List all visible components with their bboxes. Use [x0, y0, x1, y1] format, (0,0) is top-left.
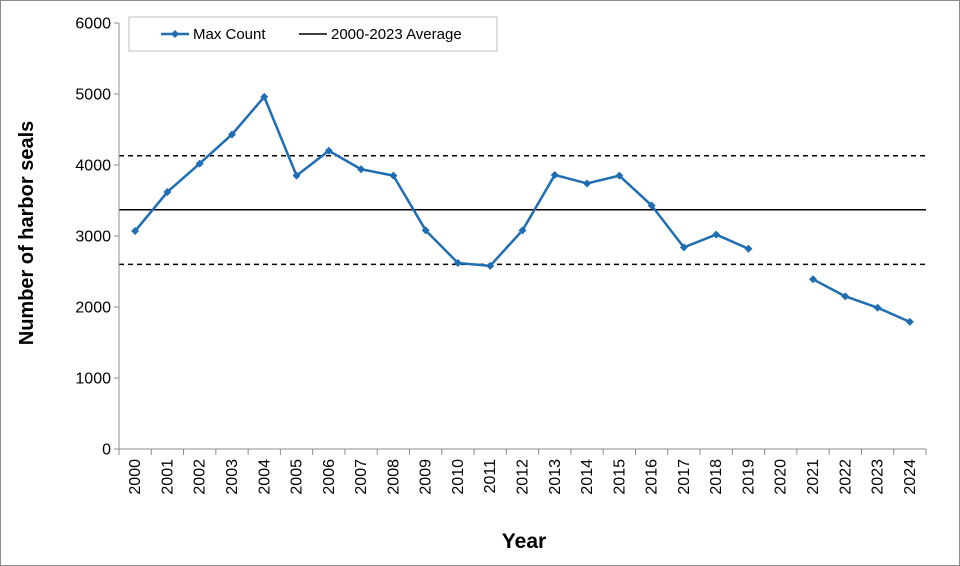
x-axis-ticks: 2000 2001 2002 2003 2004 2005 2006 2007 2008 2009… [118, 449, 927, 495]
reference-lines [119, 155, 926, 266]
data-point-marker [647, 201, 656, 210]
x-tick-label: 2011 [482, 459, 499, 494]
data-point-marker [518, 226, 527, 235]
y-axis-ticks: 0 1000 2000 3000 4000 5000 6000 [75, 16, 119, 459]
x-tick-label: 2014 [579, 459, 596, 495]
legend-label-max-count: Max Count [193, 26, 266, 43]
data-point-marker [389, 171, 398, 180]
x-tick-label: 2022 [837, 459, 854, 495]
y-tick-label: 3000 [75, 229, 111, 246]
data-point-marker [550, 170, 559, 179]
data-point-marker [873, 303, 882, 312]
x-tick-label: 2004 [256, 459, 273, 495]
x-tick-label: 2016 [644, 459, 661, 495]
data-point-marker [615, 171, 624, 180]
data-point-marker [292, 171, 301, 180]
x-tick-label: 2018 [708, 459, 725, 495]
x-tick-label: 2015 [611, 459, 628, 495]
data-point-marker [324, 146, 333, 155]
x-axis-title: Year [502, 530, 546, 553]
x-tick-label: 2000 [127, 459, 144, 495]
y-tick-label: 6000 [75, 16, 111, 33]
x-tick-label: 2023 [870, 459, 887, 495]
legend-label-average: 2000-2023 Average [331, 26, 462, 43]
data-point-marker [260, 92, 269, 101]
x-tick-label: 2019 [740, 459, 757, 495]
y-axis-title: Number of harbor seals [16, 121, 38, 346]
data-point-marker [131, 227, 140, 236]
y-tick-label: 2000 [75, 300, 111, 317]
data-point-marker [453, 258, 462, 267]
legend-marker-max-count [171, 30, 179, 38]
series-line [134, 95, 749, 268]
legend: Max Count 2000-2023 Average [128, 16, 498, 52]
data-point-marker [841, 292, 850, 301]
data-point-marker [357, 165, 366, 174]
x-tick-label: 2013 [547, 459, 564, 495]
x-tick-label: 2012 [515, 459, 532, 495]
x-tick-label: 2001 [159, 459, 176, 495]
series-layer [131, 92, 914, 326]
x-tick-label: 2005 [289, 459, 306, 495]
series-line [812, 278, 911, 324]
x-tick-label: 2024 [902, 459, 919, 495]
data-point-marker [195, 159, 204, 168]
x-tick-label: 2008 [385, 459, 402, 495]
data-point-marker [421, 226, 430, 235]
data-point-marker [679, 243, 688, 252]
x-tick-label: 2017 [676, 459, 693, 495]
data-point-marker [744, 244, 753, 253]
data-point-marker [712, 230, 721, 239]
data-point-marker [905, 317, 914, 326]
data-point-marker [583, 179, 592, 188]
data-point-marker [163, 187, 172, 196]
x-tick-label: 2020 [773, 459, 790, 495]
data-point-marker [486, 261, 495, 270]
x-tick-label: 2002 [192, 459, 209, 495]
x-tick-label: 2007 [353, 459, 370, 495]
x-tick-label: 2009 [418, 459, 435, 495]
x-tick-label: 2010 [450, 459, 467, 495]
y-tick-label: 0 [102, 442, 111, 459]
x-tick-label: 2021 [805, 459, 822, 495]
x-tick-label: 2006 [321, 459, 338, 495]
x-tick-label: 2003 [224, 459, 241, 495]
data-point-marker [227, 130, 236, 139]
y-tick-label: 4000 [75, 158, 111, 175]
y-tick-label: 5000 [75, 87, 111, 104]
y-tick-label: 1000 [75, 371, 111, 388]
data-point-marker [809, 275, 818, 284]
